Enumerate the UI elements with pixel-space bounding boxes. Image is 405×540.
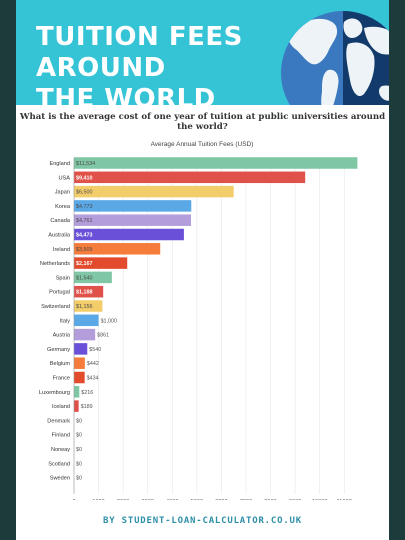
- bar-chart: Average Annual Tuition Fees (USD) 0 1000 20…: [39, 141, 358, 500]
- bar-iceland: [74, 400, 79, 412]
- value-label: $1,188: [76, 290, 93, 296]
- value-label: $11,534: [76, 161, 95, 167]
- value-label: $1,156: [76, 304, 93, 310]
- value-label: $861: [97, 333, 109, 339]
- bar-australia: [74, 228, 184, 241]
- x-tick-label: 6000: [215, 499, 227, 500]
- value-label: $0: [76, 461, 82, 467]
- globe-icon: [281, 11, 389, 105]
- category-label: Germany: [47, 347, 70, 353]
- title-line-1: TUITION FEES AROUND: [36, 22, 243, 83]
- bar-portugal: [74, 285, 104, 298]
- bar-italy: [74, 314, 99, 327]
- category-label: Italy: [60, 318, 70, 324]
- x-tick-label: 4000: [166, 499, 178, 500]
- value-label: $0: [76, 447, 82, 453]
- x-tick-label: 0: [72, 499, 75, 500]
- category-label: Luxembourg: [39, 390, 70, 396]
- bar-japan: [74, 185, 234, 198]
- value-label: $540: [89, 347, 101, 353]
- value-label: $442: [87, 361, 99, 367]
- category-label: Austria: [53, 333, 71, 339]
- value-label: $3,509: [76, 247, 93, 253]
- x-tick-label: 7000: [240, 499, 252, 500]
- bar-belgium: [74, 357, 85, 369]
- bar-netherlands: [74, 257, 128, 269]
- category-label: Iceland: [52, 404, 70, 410]
- x-tick-label: 10000: [312, 499, 328, 500]
- x-tick-label: 2000: [117, 499, 129, 500]
- category-label: Korea: [55, 204, 71, 210]
- category-label: Ireland: [53, 247, 70, 253]
- category-label: Norway: [51, 447, 70, 453]
- category-label: Australia: [48, 233, 71, 239]
- category-label: Scotland: [48, 461, 70, 467]
- value-label: $4,761: [76, 218, 93, 224]
- value-label: $2,167: [76, 261, 93, 267]
- bar-switzerland: [74, 300, 103, 312]
- value-label: $0: [76, 433, 82, 439]
- category-label: Japan: [55, 190, 70, 196]
- value-label: $0: [76, 476, 82, 482]
- value-label: $1,540: [76, 275, 93, 281]
- infographic-card: TUITION FEES AROUND THE WORLD What is th…: [16, 0, 389, 540]
- value-label: $6,500: [76, 190, 93, 196]
- bar-ireland: [74, 243, 161, 255]
- category-label: Finland: [52, 433, 70, 439]
- header-banner: TUITION FEES AROUND THE WORLD: [16, 0, 389, 105]
- infographic-title: TUITION FEES AROUND THE WORLD: [36, 22, 286, 105]
- category-label: Switzerland: [41, 304, 70, 310]
- value-label: $1,000: [101, 318, 118, 324]
- bar-korea: [74, 200, 192, 212]
- category-label: France: [53, 376, 70, 382]
- value-label: $4,473: [76, 233, 93, 239]
- value-label: $216: [81, 390, 93, 396]
- category-label: Belgium: [50, 361, 71, 367]
- category-label: Denmark: [47, 418, 70, 424]
- category-label: Canada: [50, 218, 70, 224]
- bar-usa: [74, 171, 306, 184]
- value-label: $434: [87, 376, 99, 382]
- x-tick-label: 9000: [289, 499, 301, 500]
- category-label: Sweden: [50, 476, 70, 482]
- bar-france: [74, 371, 85, 384]
- value-label: $0: [76, 418, 82, 424]
- x-tick-label: 1000: [92, 499, 104, 500]
- value-label: $9,410: [76, 175, 93, 181]
- bar-canada: [74, 214, 191, 226]
- bar-luxembourg: [74, 386, 80, 398]
- x-tick-label: 11000: [337, 499, 352, 500]
- x-tick-label: 8000: [264, 499, 276, 500]
- category-label: Portugal: [49, 290, 70, 296]
- category-label: Spain: [56, 275, 70, 281]
- source-credit: BY STUDENT-LOAN-CALCULATOR.CO.UK: [103, 516, 302, 526]
- title-line-2: THE WORLD: [36, 84, 216, 105]
- x-tick-label: 3000: [141, 499, 153, 500]
- category-label: England: [49, 161, 70, 167]
- x-tick-label: 5000: [191, 499, 203, 500]
- chart-title: Average Annual Tuition Fees (USD): [151, 141, 254, 148]
- bar-germany: [74, 343, 88, 355]
- bar-spain: [74, 271, 112, 284]
- category-label: Netherlands: [40, 261, 70, 267]
- value-label: $189: [81, 404, 93, 410]
- survey-question: What is the average cost of one year of …: [19, 112, 386, 132]
- value-label: $4,773: [76, 204, 93, 210]
- bar-austria: [74, 328, 96, 341]
- category-label: USA: [58, 175, 70, 181]
- bar-england: [74, 157, 358, 169]
